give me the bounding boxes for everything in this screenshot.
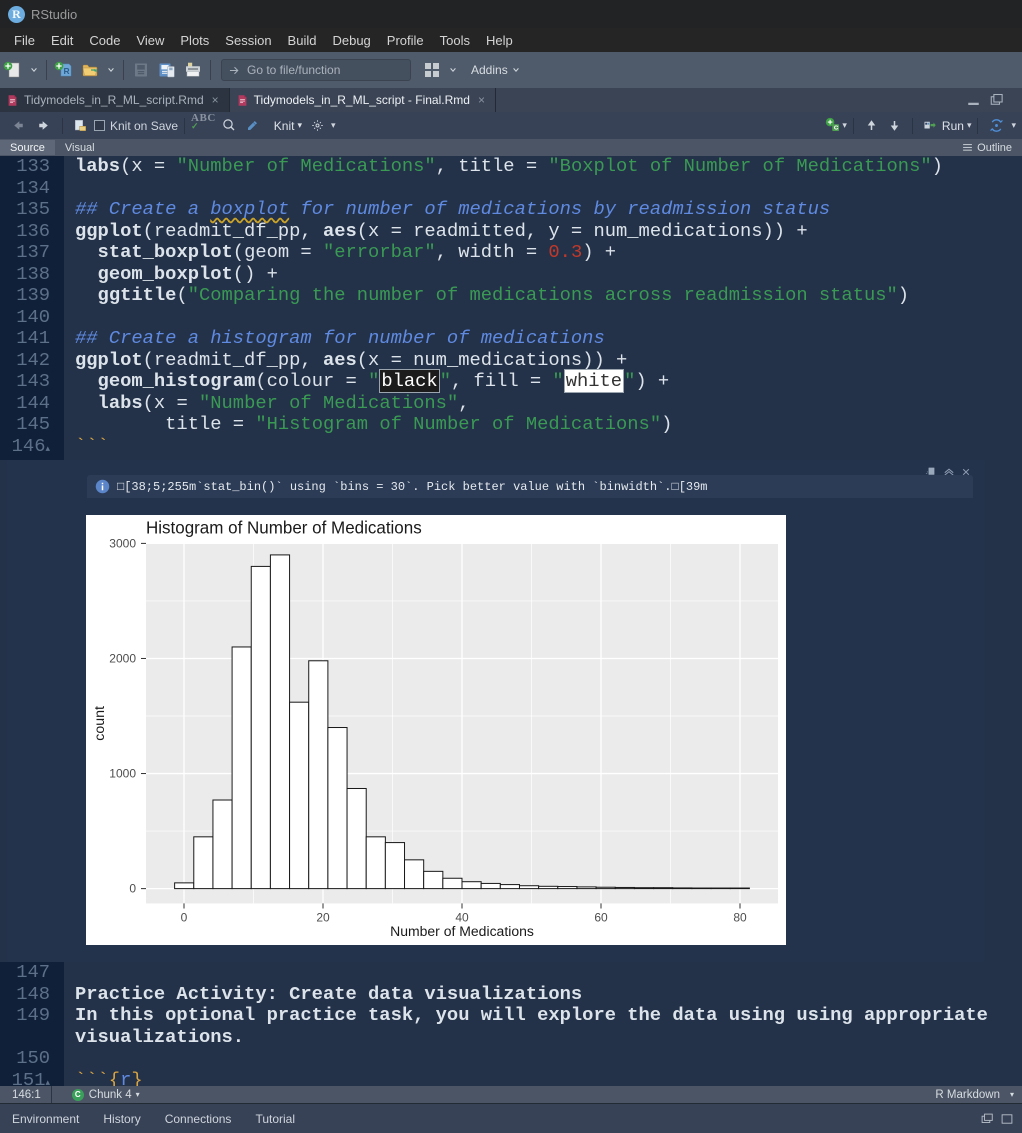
svg-text:3000: 3000 bbox=[109, 536, 136, 550]
svg-text:count: count bbox=[91, 706, 107, 741]
svg-text:20: 20 bbox=[316, 911, 330, 925]
svg-text:0: 0 bbox=[129, 882, 136, 896]
svg-text:0: 0 bbox=[181, 911, 188, 925]
svg-text:R: R bbox=[64, 66, 70, 76]
svg-text:60: 60 bbox=[594, 911, 608, 925]
svg-text:Histogram of Number of Medicat: Histogram of Number of Medications bbox=[146, 518, 422, 537]
svg-text:2000: 2000 bbox=[109, 651, 136, 665]
svg-text:C: C bbox=[834, 125, 839, 132]
svg-text:Number of Medications: Number of Medications bbox=[390, 923, 534, 939]
svg-text:80: 80 bbox=[733, 911, 747, 925]
svg-text:1000: 1000 bbox=[109, 767, 136, 781]
